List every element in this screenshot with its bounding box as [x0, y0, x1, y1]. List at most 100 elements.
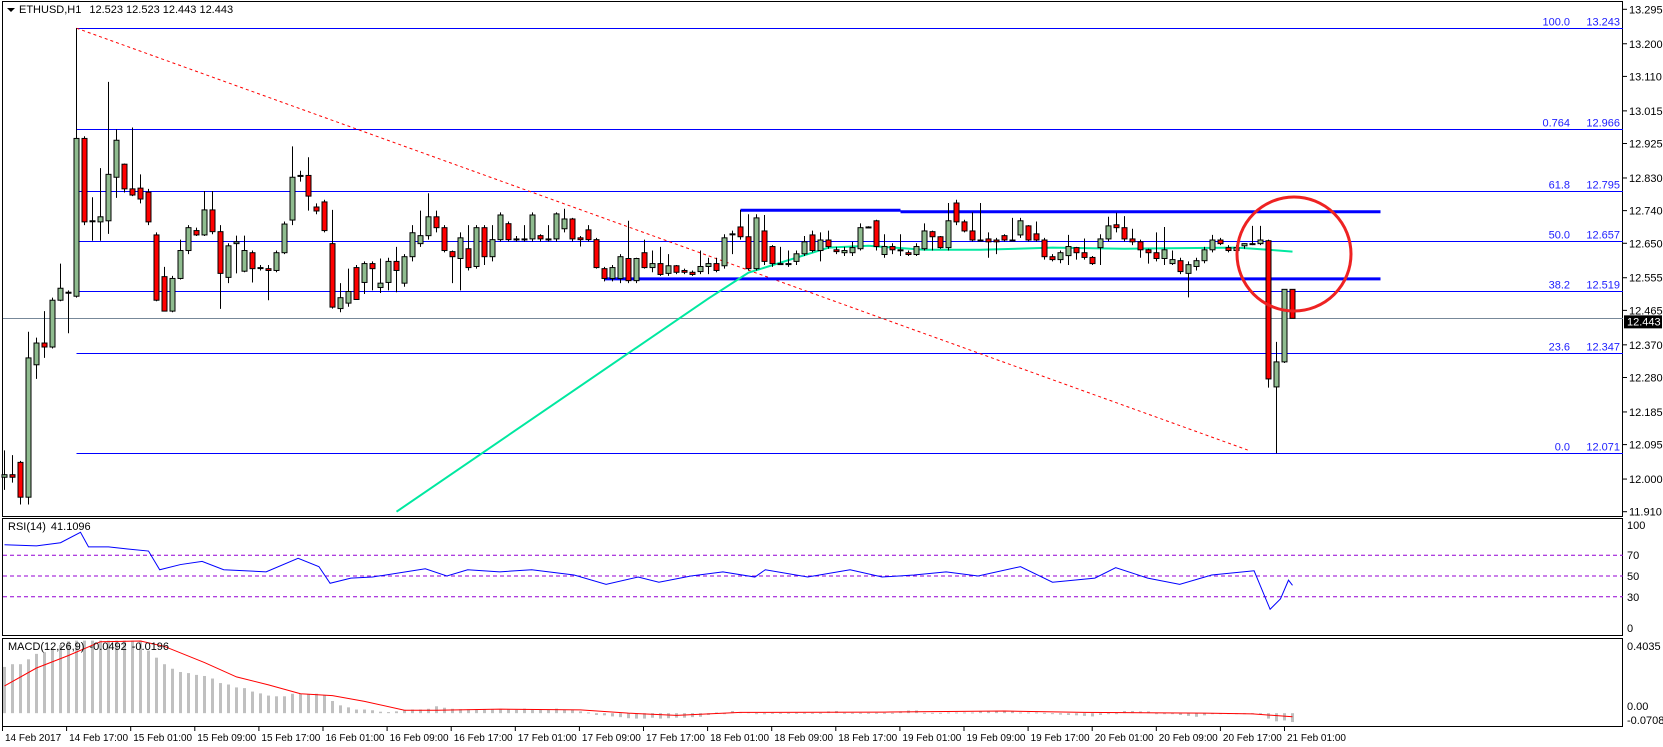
- candle: [1, 450, 8, 490]
- candle-body: [409, 232, 416, 258]
- candle: [1217, 237, 1224, 246]
- macd-histogram-bar: [955, 712, 958, 714]
- macd-pane[interactable]: [2, 638, 1623, 727]
- candle-body: [1193, 260, 1200, 267]
- candle-body: [385, 260, 392, 283]
- candle-body: [401, 256, 408, 284]
- candle-body: [777, 263, 784, 266]
- macd-histogram-bar: [867, 712, 870, 714]
- candle: [233, 235, 240, 274]
- rsi-pane[interactable]: [2, 518, 1623, 636]
- macd-histogram-bar: [363, 709, 366, 714]
- candle-body: [953, 202, 960, 223]
- candle: [761, 214, 768, 266]
- candle: [33, 337, 40, 379]
- candle: [1001, 234, 1008, 242]
- time-axis-label: 15 Feb 01:00: [133, 733, 192, 744]
- candle: [985, 232, 992, 258]
- candle: [1193, 257, 1200, 271]
- candle-body: [657, 263, 664, 275]
- price-axis-label: 13.015: [1629, 106, 1663, 118]
- macd-histogram-bar: [1075, 713, 1078, 716]
- macd-histogram-bar: [91, 640, 94, 714]
- candle-body: [345, 291, 352, 304]
- time-axis-label: 20 Feb 09:00: [1159, 733, 1218, 744]
- candle-body: [129, 188, 136, 196]
- candle-body: [729, 233, 736, 236]
- macd-histogram-bar: [459, 709, 462, 714]
- candle: [529, 212, 536, 242]
- candle: [1249, 225, 1256, 246]
- candle-body: [1145, 249, 1152, 254]
- candle-body: [825, 239, 832, 248]
- macd-histogram-bar: [107, 640, 110, 714]
- moving-average-line: [395, 244, 1293, 513]
- candle-body: [1073, 247, 1080, 254]
- candle: [473, 225, 480, 269]
- fib-level-label: 0.764: [1542, 118, 1570, 130]
- macd-histogram-bar: [811, 712, 814, 714]
- macd-histogram-bar: [339, 705, 342, 714]
- candle: [825, 230, 832, 249]
- macd-histogram-bar: [771, 712, 774, 714]
- macd-histogram-bar: [531, 709, 534, 714]
- price-layer: 100.0 13.243 0.764 12.966 61.8 12.795 50.0 12.6…: [1, 17, 1623, 513]
- candle-body: [1265, 240, 1272, 380]
- fib-price-label: 13.243: [1586, 17, 1620, 29]
- candle-body: [689, 271, 696, 275]
- candle-body: [1217, 239, 1224, 245]
- candle: [81, 136, 88, 226]
- candle: [393, 246, 400, 293]
- candle-body: [449, 251, 456, 258]
- candle-body: [1273, 361, 1280, 388]
- candle: [937, 236, 944, 249]
- macd-histogram-bar: [563, 709, 566, 714]
- macd-histogram-bar: [171, 668, 174, 714]
- candle-body: [353, 267, 360, 300]
- time-axis-label: 19 Feb 01:00: [902, 733, 961, 744]
- candle-body: [705, 263, 712, 267]
- macd-histogram-bar: [435, 706, 438, 714]
- macd-histogram-bar: [539, 709, 542, 714]
- candle-body: [817, 239, 824, 252]
- candle: [617, 254, 624, 284]
- trendline: [76, 27, 1248, 451]
- symbol-label: ETHUSD,H1: [19, 4, 81, 16]
- candle: [1121, 216, 1128, 242]
- macd-signal-value: -0.0196: [132, 641, 169, 653]
- candle-body: [17, 461, 24, 498]
- macd-histogram-bar: [155, 657, 158, 714]
- candle: [321, 199, 328, 233]
- candle-body: [1, 474, 8, 478]
- rsi-axis-label: 70: [1627, 550, 1639, 562]
- candle: [657, 246, 664, 276]
- macd-histogram-bar: [923, 712, 926, 714]
- macd-histogram-bar: [619, 713, 622, 718]
- candle: [425, 193, 432, 240]
- candle-body: [1153, 252, 1160, 260]
- candle: [969, 212, 976, 242]
- candle: [361, 261, 368, 295]
- macd-histogram-bar: [1027, 712, 1030, 714]
- candle-body: [609, 267, 616, 279]
- candle: [401, 254, 408, 287]
- candle-body: [913, 246, 920, 256]
- macd-histogram-bar: [1179, 713, 1182, 715]
- candle-body: [1017, 220, 1024, 236]
- candle-body: [169, 277, 176, 312]
- price-pane[interactable]: [2, 1, 1623, 517]
- candle-body: [57, 287, 64, 301]
- macd-histogram-bar: [11, 664, 14, 714]
- macd-histogram-bar: [59, 644, 62, 714]
- candle: [929, 230, 936, 251]
- candle: [273, 250, 280, 273]
- macd-histogram-bar: [803, 712, 806, 714]
- macd-histogram-bar: [315, 693, 318, 714]
- macd-axis-label: 0.00: [1627, 701, 1648, 713]
- candle: [841, 246, 848, 256]
- candle-body: [921, 230, 928, 250]
- macd-histogram-bar: [1003, 710, 1006, 714]
- triangle-down-icon[interactable]: [7, 8, 15, 12]
- candle-body: [521, 238, 528, 241]
